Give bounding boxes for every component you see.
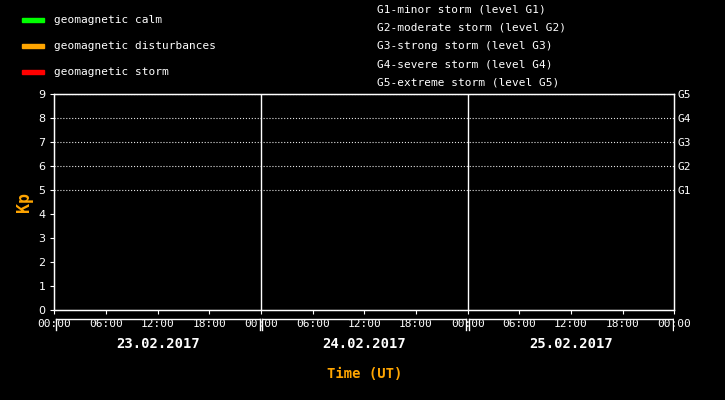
Text: 23.02.2017: 23.02.2017 xyxy=(116,337,199,351)
Bar xyxy=(22,70,44,74)
Text: G4-severe storm (level G4): G4-severe storm (level G4) xyxy=(377,59,552,69)
Text: geomagnetic storm: geomagnetic storm xyxy=(54,67,169,77)
Text: 25.02.2017: 25.02.2017 xyxy=(529,337,613,351)
Text: Time (UT): Time (UT) xyxy=(327,367,402,381)
Y-axis label: Kp: Kp xyxy=(14,192,33,212)
Text: G1-minor storm (level G1): G1-minor storm (level G1) xyxy=(377,4,546,14)
Text: G3-strong storm (level G3): G3-strong storm (level G3) xyxy=(377,41,552,51)
Bar xyxy=(22,44,44,48)
Text: G2-moderate storm (level G2): G2-moderate storm (level G2) xyxy=(377,22,566,33)
Text: geomagnetic calm: geomagnetic calm xyxy=(54,15,162,25)
Text: geomagnetic disturbances: geomagnetic disturbances xyxy=(54,41,216,51)
Bar xyxy=(22,18,44,22)
Text: 24.02.2017: 24.02.2017 xyxy=(323,337,406,351)
Text: G5-extreme storm (level G5): G5-extreme storm (level G5) xyxy=(377,78,559,88)
